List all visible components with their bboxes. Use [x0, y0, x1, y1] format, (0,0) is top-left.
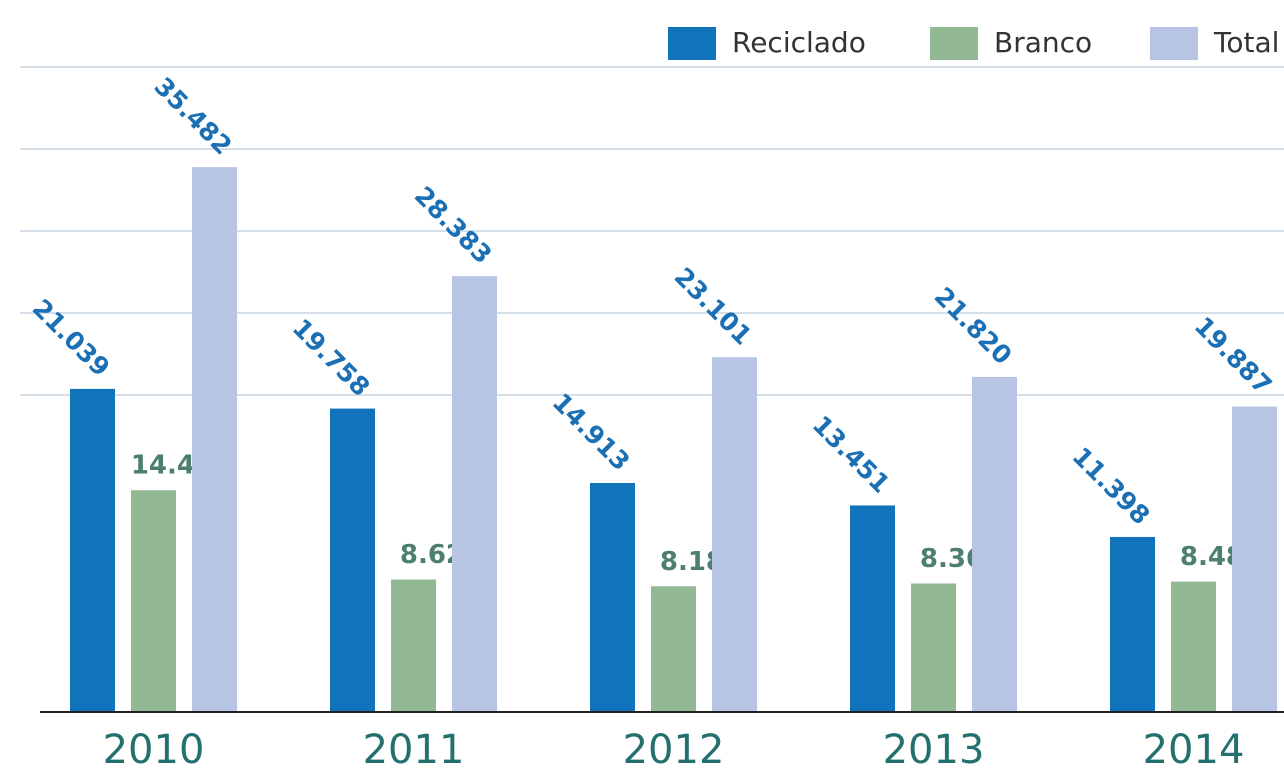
- data-label: 21.039: [27, 293, 116, 382]
- legend-label: Total: [1213, 26, 1279, 59]
- bar: [590, 482, 635, 712]
- bar: [651, 586, 696, 712]
- legend-label: Branco: [994, 26, 1092, 59]
- legend-swatch: [930, 27, 978, 60]
- data-label: 23.101: [669, 262, 758, 351]
- bar: [1171, 581, 1216, 712]
- x-tick-label: 2010: [103, 727, 205, 773]
- data-label: 35.482: [149, 72, 238, 161]
- legend-swatch: [668, 27, 716, 60]
- bar: [192, 167, 237, 713]
- x-tick-label: 2012: [623, 727, 725, 773]
- bar: [712, 357, 757, 712]
- data-label: 14.913: [547, 388, 636, 477]
- data-label: 21.820: [929, 281, 1018, 370]
- bar: [452, 276, 497, 712]
- bar: [70, 388, 115, 712]
- x-tick-label: 2011: [363, 727, 465, 773]
- bar: [131, 490, 176, 712]
- x-tick-label: 2014: [1143, 727, 1245, 773]
- legend-swatch: [1150, 27, 1198, 60]
- bar: [330, 408, 375, 712]
- bar: [1110, 536, 1155, 712]
- data-label: 28.383: [409, 181, 498, 270]
- data-label: 13.451: [807, 410, 896, 499]
- bar: [911, 583, 956, 712]
- data-label: 19.758: [287, 313, 376, 402]
- legend-label: Reciclado: [732, 26, 866, 59]
- bar: [850, 505, 895, 712]
- bar: [391, 579, 436, 712]
- data-label: 11.398: [1067, 442, 1156, 531]
- data-label: 19.887: [1189, 311, 1278, 400]
- bar: [1232, 406, 1277, 712]
- bar: [972, 376, 1017, 712]
- x-tick-label: 2013: [883, 727, 985, 773]
